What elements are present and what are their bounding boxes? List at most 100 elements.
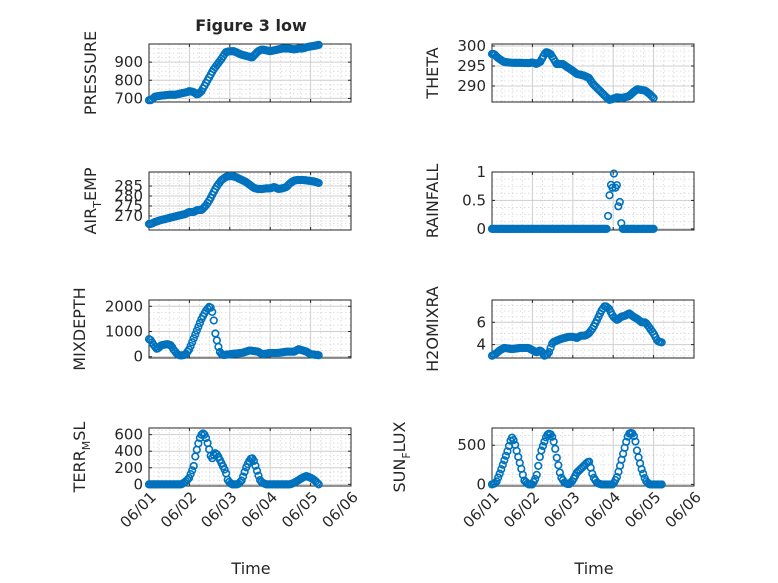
data-point — [237, 476, 246, 485]
data-point — [637, 465, 646, 474]
data-point — [509, 436, 518, 445]
data-point — [186, 470, 195, 479]
y-tick-label: 0 — [133, 348, 143, 366]
y-tick-label: 400 — [114, 442, 143, 460]
data-point — [220, 465, 229, 474]
axes-border — [148, 427, 352, 487]
y-tick-label: 0 — [476, 475, 486, 493]
x-tick-label: 06/01 — [460, 488, 503, 531]
data-point — [249, 456, 258, 466]
data-point — [612, 181, 621, 190]
y-tick-label: 280 — [114, 187, 143, 205]
y-tick-label: 200 — [114, 459, 143, 477]
data-point — [189, 334, 198, 343]
x-tick-label: 06/06 — [319, 488, 362, 531]
data-point — [548, 432, 557, 441]
data-point — [552, 453, 561, 462]
axes-border — [491, 43, 695, 103]
data-point — [194, 322, 203, 331]
y-tick-label: 0 — [476, 220, 486, 238]
data-point — [201, 433, 211, 443]
data-point — [657, 338, 666, 347]
y-axis-label: THETA — [423, 47, 442, 99]
y-tick-label: 900 — [114, 53, 143, 71]
data-point — [588, 469, 597, 478]
data-point — [538, 441, 548, 451]
data-point — [206, 303, 215, 312]
x-tick-label: 06/03 — [540, 488, 583, 531]
data-point — [195, 318, 204, 328]
y-tick-label: 295 — [457, 57, 486, 75]
panel-h2omixra: 4 6 H2OMIXRA — [423, 286, 695, 372]
y-tick-label: 0.5 — [462, 191, 486, 209]
data-point — [185, 473, 194, 483]
x-tick-label: 06/02 — [157, 488, 200, 531]
data-point — [648, 92, 657, 101]
x-tick-label: 06/05 — [278, 488, 321, 531]
data-point — [498, 460, 507, 469]
data-point — [531, 474, 540, 484]
y-tick-label: 4 — [476, 336, 486, 354]
data-point — [540, 437, 549, 446]
x-tick-label: 06/06 — [662, 488, 705, 531]
y-axis-label: RAINFALL — [423, 164, 442, 239]
data-point — [537, 446, 546, 455]
panel-mixdepth: 0 1000 2000 MIXDEPTH — [70, 287, 352, 371]
y-tick-label: 700 — [114, 89, 143, 107]
data-point — [494, 473, 503, 482]
data-point — [615, 197, 624, 207]
data-point — [631, 437, 640, 446]
y-tick-label: 600 — [114, 426, 143, 444]
y-axis-label: MIXDEPTH — [70, 287, 89, 370]
data-point — [555, 468, 564, 477]
x-tick-label: 06/01 — [117, 488, 160, 531]
data-point — [191, 330, 200, 339]
data-point — [554, 461, 563, 470]
data-point — [614, 202, 623, 211]
data-point — [609, 169, 619, 178]
data-point — [252, 466, 262, 475]
data-point — [532, 470, 541, 479]
y-axis-label: SUNFLUX — [390, 421, 413, 492]
y-tick-label: 800 — [114, 71, 143, 89]
data-point — [192, 326, 201, 335]
data-point — [622, 437, 631, 446]
y-tick-label: 1000 — [105, 323, 143, 341]
data-point — [649, 93, 658, 103]
data-point — [239, 472, 248, 481]
y-tick-label: 2000 — [105, 297, 143, 315]
data-point — [492, 477, 501, 486]
x-tick-label: 06/02 — [500, 488, 543, 531]
data-point — [534, 461, 543, 471]
x-tick-label: 06/05 — [621, 488, 664, 531]
data-point — [251, 461, 260, 470]
data-point — [186, 341, 195, 351]
x-tick-label: 06/03 — [197, 488, 240, 531]
y-axis-label: AIRTEMP — [81, 167, 104, 234]
y-axis-label: TERRMSL — [70, 422, 93, 494]
y-tick-label: 275 — [114, 197, 143, 215]
data-point — [495, 469, 504, 478]
axes-border — [491, 299, 695, 359]
data-point — [602, 224, 611, 233]
axes-border — [148, 299, 352, 359]
data-point — [314, 480, 323, 489]
data-point — [551, 444, 560, 453]
data-point — [254, 471, 263, 480]
axes-border — [491, 427, 695, 487]
panel-rainfall: 0 0.5 1 RAINFALL — [423, 163, 695, 239]
x-tick-label: 06/04 — [581, 488, 624, 531]
data-point — [313, 478, 322, 487]
data-point — [188, 466, 197, 475]
data-point — [209, 316, 218, 325]
figure-title: Figure 3 low — [195, 16, 307, 35]
data-point — [612, 473, 622, 482]
data-point — [544, 348, 554, 357]
data-point — [214, 342, 223, 351]
y-tick-label: 285 — [114, 177, 143, 195]
y-tick-label: 290 — [457, 77, 486, 95]
data-point — [503, 447, 512, 456]
